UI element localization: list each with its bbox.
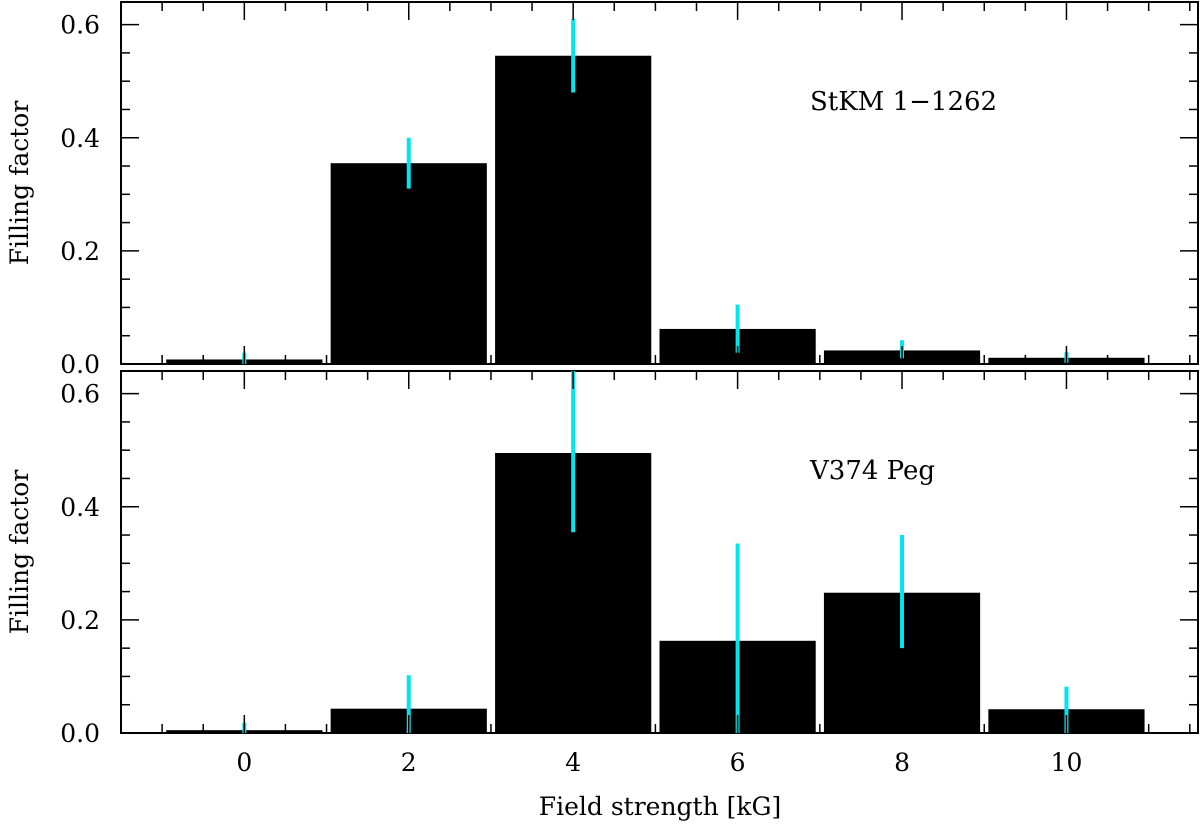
bar <box>495 55 652 364</box>
y-axis-label-bottom: Filling factor <box>5 470 34 635</box>
y-tick-label: 0.4 <box>60 124 100 153</box>
x-tick-label: 10 <box>1051 748 1083 777</box>
y-tick-label: 0.0 <box>60 719 100 748</box>
y-ticks-group: 0.0 0.2 0.4 0.6 <box>60 380 1198 748</box>
x-tick-label: 4 <box>565 748 581 777</box>
panel-top: 0.0 0.2 0.4 0.6 StKM 1−1262 Filling factor <box>5 1 1199 379</box>
y-tick-label: 0.6 <box>60 380 100 409</box>
x-ticks-group <box>120 371 1191 733</box>
panel-label-bottom: V374 Peg <box>809 456 935 486</box>
y-tick-label: 0.2 <box>60 606 100 635</box>
x-tick-label: 6 <box>730 748 746 777</box>
bars-group <box>166 55 1145 364</box>
x-ticks-group <box>120 2 1191 364</box>
panel-bottom: 0.0 0.2 0.4 0.6 V374 Peg Filling factor <box>5 370 1199 748</box>
y-tick-label: 0.0 <box>60 350 100 379</box>
plot-frame <box>120 1 1199 365</box>
x-tick-label: 0 <box>236 748 252 777</box>
panel-label-top: StKM 1−1262 <box>810 87 997 117</box>
x-tick-labels: 0 2 4 6 8 10 <box>236 748 1082 777</box>
y-ticks-group: 0.0 0.2 0.4 0.6 <box>60 11 1198 379</box>
bars-group <box>166 453 1145 733</box>
x-axis-label: Field strength [kG] <box>539 792 782 821</box>
x-tick-label: 2 <box>401 748 417 777</box>
y-tick-label: 0.2 <box>60 237 100 266</box>
y-tick-label: 0.4 <box>60 493 100 522</box>
bar <box>330 163 487 364</box>
y-axis-label-top: Filling factor <box>5 101 34 266</box>
y-tick-label: 0.6 <box>60 11 100 40</box>
x-tick-label: 8 <box>894 748 910 777</box>
